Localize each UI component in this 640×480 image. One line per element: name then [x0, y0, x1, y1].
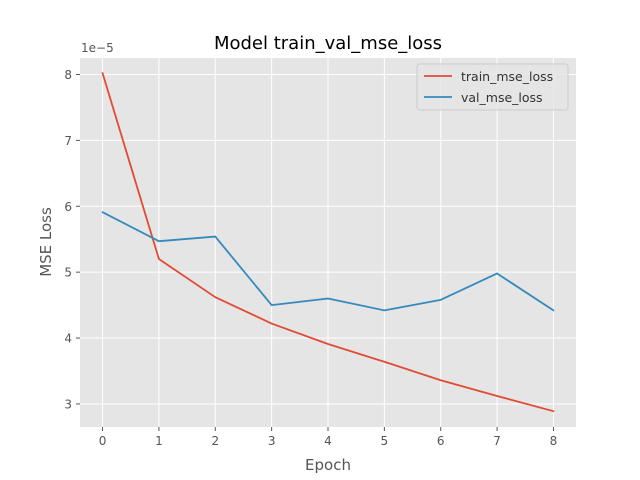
y-axis-label: MSE Loss [37, 207, 55, 277]
x-axis-label: Epoch [305, 456, 351, 474]
y-offset-label: 1e−5 [81, 41, 114, 55]
x-tick-label: 7 [493, 434, 501, 448]
x-ticks: 0 1 2 3 4 5 6 7 8 [99, 427, 558, 448]
series-line-train-mse-loss [101, 72, 555, 413]
y-tick-label: 8 [64, 68, 72, 82]
x-tick-label: 4 [324, 434, 332, 448]
legend-label-train: train_mse_loss [461, 69, 553, 84]
x-tick-label: 1 [155, 434, 163, 448]
y-tick-label: 7 [64, 134, 72, 148]
series-line-val-mse-loss [101, 211, 555, 312]
x-tick-label: 5 [381, 434, 389, 448]
legend: train_mse_loss val_mse_loss [416, 63, 569, 111]
x-tick-label: 3 [268, 434, 276, 448]
y-tick-label: 3 [64, 397, 72, 411]
y-ticks: 3 4 5 6 7 8 [64, 68, 80, 411]
y-tick-label: 5 [64, 266, 72, 280]
y-tick-label: 6 [64, 200, 72, 214]
x-tick-label: 6 [437, 434, 445, 448]
x-tick-label: 2 [211, 434, 219, 448]
chart-title: Model train_val_mse_loss [214, 33, 442, 54]
series-group [101, 72, 555, 413]
y-tick-label: 4 [64, 332, 72, 346]
grid-lines [80, 58, 576, 427]
x-tick-label: 0 [99, 434, 107, 448]
legend-box [416, 63, 569, 111]
legend-label-val: val_mse_loss [461, 90, 543, 105]
x-tick-label: 8 [550, 434, 558, 448]
